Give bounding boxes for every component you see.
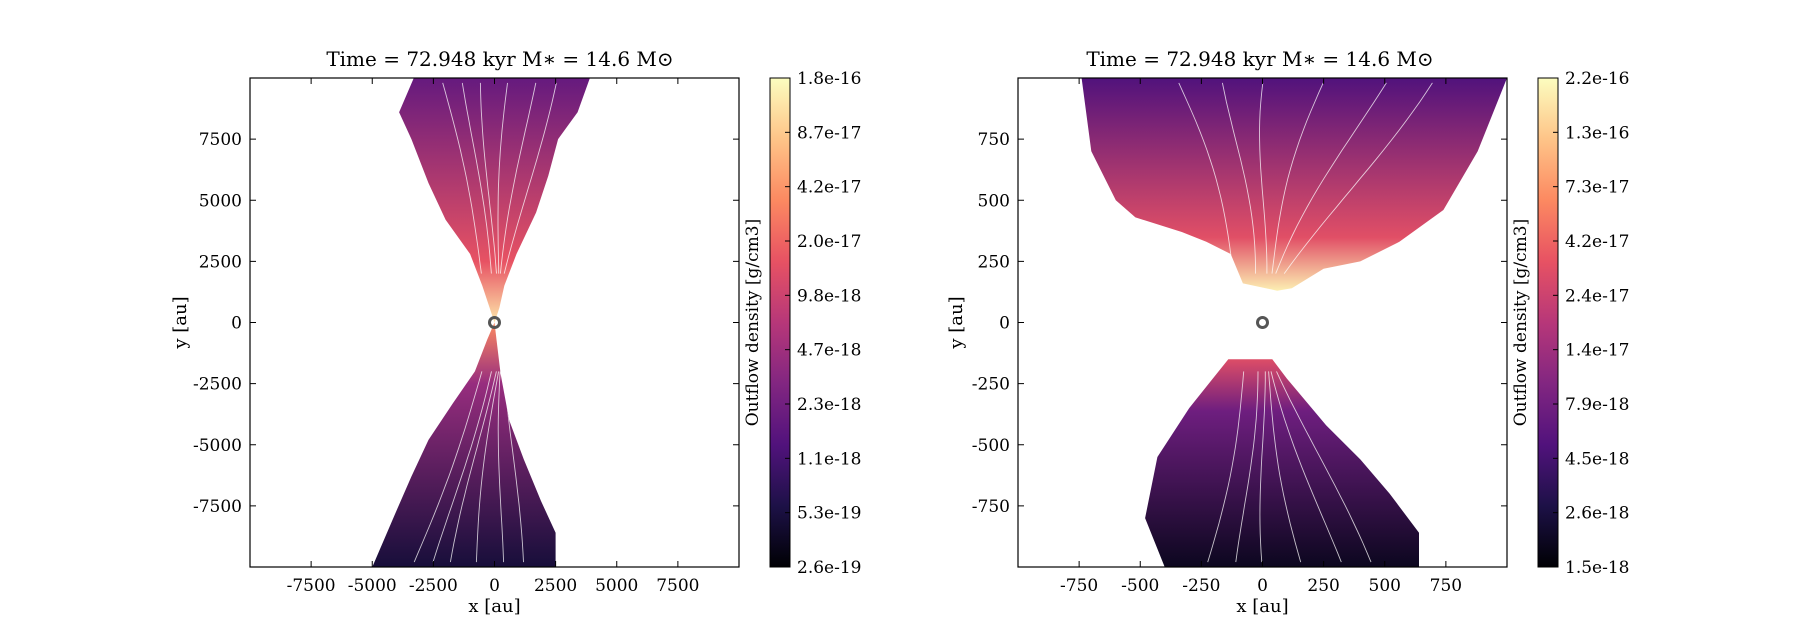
streamline: [479, 82, 497, 274]
x-tick-label: 500: [1369, 576, 1401, 596]
streamline: [1259, 371, 1266, 563]
x-tick-label: -2500: [409, 576, 458, 596]
streamline: [1276, 371, 1372, 563]
colorbar-tick-label: 2.6e-18: [1565, 504, 1629, 524]
colorbar-tick-label: 7.3e-17: [1565, 178, 1629, 198]
streamline: [1235, 371, 1259, 563]
colorbar-tick-label: 2.2e-16: [1565, 69, 1629, 89]
y-axis-label: y [au]: [170, 296, 191, 349]
x-tick-label: -250: [1182, 576, 1220, 596]
colorbar-tick-label: 2.4e-17: [1565, 286, 1629, 306]
y-tick-label: 0: [999, 314, 1010, 334]
colorbar-label: Outflow density [g/cm3]: [1511, 219, 1531, 426]
upper-outflow-lobe: [399, 78, 590, 323]
colorbar-tick-label: 8.7e-17: [797, 123, 861, 143]
streamline: [1221, 82, 1256, 274]
y-axis-label: y [au]: [946, 296, 967, 349]
colorbar-tick-label: 7.9e-18: [1565, 395, 1629, 415]
colorbar-tick-label: 1.3e-16: [1565, 123, 1629, 143]
streamline: [1271, 82, 1324, 274]
y-tick-label: 750: [978, 130, 1010, 150]
y-tick-label: -7500: [193, 497, 242, 517]
panel-title: Time = 72.948 kyr M∗ = 14.6 M⊙: [1086, 47, 1433, 71]
panel-left: Time = 72.948 kyr M∗ = 14.6 M⊙ -7500 -500…: [170, 47, 861, 617]
streamline: [1207, 371, 1245, 563]
streamline: [503, 371, 524, 563]
protostar-marker: [488, 316, 501, 329]
upper-outflow-lobe: [1081, 78, 1507, 291]
colorbar-tick-label: 1.5e-18: [1565, 558, 1629, 578]
colorbar: 2.2e-16 1.3e-16 7.3e-17 4.2e-17 2.4e-17 1.4e-…: [1511, 69, 1629, 578]
streamline: [449, 371, 497, 563]
x-tick-label: -500: [1121, 576, 1159, 596]
y-tick-label: 5000: [199, 191, 242, 211]
x-axis-label: x [au]: [468, 596, 520, 617]
protostar-marker: [1256, 316, 1269, 329]
streamline: [475, 371, 500, 563]
x-tick-label: 7500: [656, 576, 699, 596]
colorbar-tick-label: 4.5e-18: [1565, 449, 1629, 469]
y-tick-label: 500: [978, 191, 1010, 211]
x-tick-label: 0: [489, 576, 500, 596]
colorbar-tick-label: 5.3e-19: [797, 504, 861, 524]
streamline: [503, 82, 557, 274]
y-tick-label: -250: [972, 375, 1010, 395]
y-tick-label: -750: [972, 497, 1010, 517]
colorbar-tick-label: 2.0e-17: [797, 232, 861, 252]
streamline: [1259, 82, 1268, 274]
colorbar-tick-label: 1.8e-16: [797, 69, 861, 89]
lower-outflow-lobe: [372, 322, 556, 567]
colorbar: 1.8e-16 8.7e-17 4.2e-17 2.0e-17 9.8e-18 4.7e-…: [743, 69, 861, 578]
x-tick-label: -5000: [348, 576, 397, 596]
colorbar-tick-label: 4.2e-17: [797, 178, 861, 198]
streamline: [1268, 371, 1302, 563]
colorbar-tick-label: 4.7e-18: [797, 341, 861, 361]
x-tick-label: 5000: [595, 576, 638, 596]
streamline: [442, 82, 482, 274]
colorbar-gradient: [1537, 77, 1559, 568]
x-tick-label: -7500: [287, 576, 336, 596]
panel-right: Time = 72.948 kyr M∗ = 14.6 M⊙ -750 -500-…: [946, 47, 1629, 617]
x-tick-label: 0: [1257, 576, 1268, 596]
streamline: [497, 371, 505, 563]
axis-ticks: -750 -500 -250 0 250 500 750 750 500 250 0 -250 -500…: [972, 78, 1507, 596]
y-tick-label: -5000: [193, 436, 242, 456]
colorbar-tick-label: 2.6e-19: [797, 558, 861, 578]
colorbar-label: Outflow density [g/cm3]: [743, 219, 763, 426]
x-tick-label: 750: [1430, 576, 1462, 596]
streamline: [499, 82, 537, 274]
y-tick-label: 0: [231, 314, 242, 334]
y-tick-label: 250: [978, 252, 1010, 272]
x-tick-label: 250: [1307, 576, 1339, 596]
streamline: [432, 371, 492, 563]
density-map: [372, 78, 590, 567]
lower-outflow-lobe: [1145, 359, 1419, 567]
colorbar-tick-label: 1.1e-18: [797, 449, 861, 469]
x-tick-label: 2500: [534, 576, 577, 596]
panel-title: Time = 72.948 kyr M∗ = 14.6 M⊙: [326, 47, 673, 71]
streamline: [1283, 82, 1433, 274]
y-tick-label: 7500: [199, 130, 242, 150]
streamline: [1178, 82, 1234, 274]
y-tick-label: -2500: [193, 375, 242, 395]
colorbar-tick-label: 2.3e-18: [797, 395, 861, 415]
streamline: [461, 82, 492, 274]
colorbar-gradient: [769, 77, 791, 568]
streamline: [1270, 371, 1342, 563]
colorbar-tick-label: 4.2e-17: [1565, 232, 1629, 252]
streamline: [1275, 82, 1387, 274]
x-tick-label: -750: [1060, 576, 1098, 596]
y-tick-label: -500: [972, 436, 1010, 456]
y-tick-label: 2500: [199, 252, 242, 272]
x-axis-label: x [au]: [1236, 596, 1288, 617]
density-map: [1081, 78, 1507, 567]
axis-ticks: -7500 -5000 -2500 0 2500 5000 7500 7500 5000 2500…: [193, 78, 739, 596]
streamline: [413, 371, 483, 563]
streamline: [497, 82, 508, 274]
colorbar-tick-label: 1.4e-17: [1565, 341, 1629, 361]
colorbar-tick-label: 9.8e-18: [797, 286, 861, 306]
